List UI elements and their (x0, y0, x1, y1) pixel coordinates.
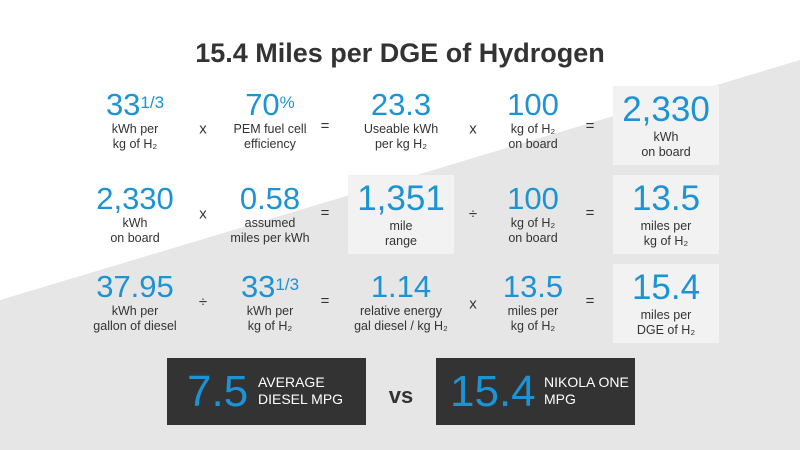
multiply-operator: x (199, 205, 207, 223)
row1-kwh-per-kg: 331/3 kWh per kg of H₂ (105, 87, 165, 152)
row3-miles-per-dge-result: 15.4 miles per DGE of H₂ (631, 268, 701, 337)
row1-kg-on-board: 100 kg of H₂ on board (507, 87, 559, 152)
equals-operator: = (320, 204, 330, 222)
equals-operator: = (585, 292, 595, 310)
row2-kg-on-board: 100 kg of H₂ on board (507, 181, 559, 246)
row2-miles-per-kwh: 0.58 assumed miles per kWh (230, 181, 310, 246)
row2-miles-per-kg-result: 13.5 miles per kg of H₂ (631, 179, 701, 248)
divide-operator: ÷ (468, 205, 478, 223)
row1-fuel-cell-efficiency: 70% PEM fuel cell efficiency (233, 87, 307, 152)
row2-result-box (613, 175, 719, 254)
nikola-one-mpg-label: NIKOLA ONE MPG (544, 374, 629, 407)
row2-mile-range-result: 1,351 mile range (357, 179, 445, 248)
row2-range-box (348, 175, 454, 254)
multiply-operator: x (469, 120, 477, 138)
row1-result-box (613, 86, 719, 165)
multiply-operator: x (469, 295, 477, 313)
equals-operator: = (320, 292, 330, 310)
row3-kwh-per-kg: 331/3 kWh per kg of H₂ (240, 269, 300, 334)
nikola-one-mpg-panel: 15.4 NIKOLA ONE MPG (436, 358, 635, 425)
average-diesel-mpg-value: 7.5 (187, 367, 249, 416)
average-diesel-mpg-panel: 7.5 AVERAGE DIESEL MPG (167, 358, 366, 425)
multiply-operator: x (199, 120, 207, 138)
nikola-one-mpg-value: 15.4 (450, 367, 536, 416)
row1-kwh-on-board-result: 2,330 kWh on board (622, 90, 710, 159)
row2-kwh-on-board: 2,330 kWh on board (96, 181, 174, 246)
row1-useable-kwh: 23.3 Useable kWh per kg H₂ (363, 87, 439, 152)
equals-operator: = (320, 117, 330, 135)
average-diesel-mpg-label: AVERAGE DIESEL MPG (258, 374, 344, 407)
equals-operator: = (585, 117, 595, 135)
row3-result-box (613, 264, 719, 343)
row3-relative-energy: 1.14 relative energy gal diesel / kg H₂ (354, 269, 448, 334)
vs-label: vs (388, 383, 414, 408)
row3-miles-per-kg: 13.5 miles per kg of H₂ (502, 269, 564, 334)
equals-operator: = (585, 204, 595, 222)
page-title: 15.4 Miles per DGE of Hydrogen (195, 38, 605, 68)
divide-operator: ÷ (198, 293, 208, 311)
row3-kwh-per-gallon-diesel: 37.95 kWh per gallon of diesel (93, 269, 177, 334)
